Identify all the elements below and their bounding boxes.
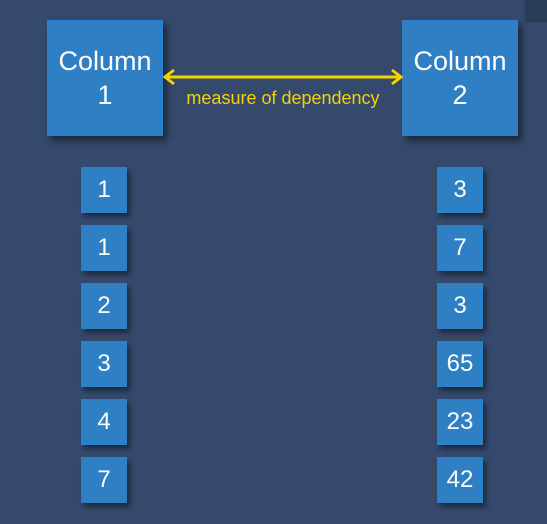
column-1-cell: 1	[81, 167, 127, 213]
column-1-cell: 1	[81, 225, 127, 271]
column-1-cell: 4	[81, 399, 127, 445]
column-2-cell: 23	[437, 399, 483, 445]
column-1-title-line-2: 1	[97, 80, 113, 110]
column-2-title-line-1: Column	[413, 46, 507, 76]
column-2-title-line-2: 2	[452, 80, 468, 110]
column-1-header: Column 1	[47, 20, 163, 136]
column-2-cell: 65	[437, 341, 483, 387]
column-2-cell: 7	[437, 225, 483, 271]
column-2-cell: 42	[437, 457, 483, 503]
double-headed-arrow-icon	[162, 68, 404, 86]
column-2-cell: 3	[437, 283, 483, 329]
column-1-cell: 3	[81, 341, 127, 387]
dependency-label: measure of dependency	[186, 88, 380, 108]
column-1-cell: 2	[81, 283, 127, 329]
column-1-title-line-1: Column	[58, 46, 152, 76]
column-2-cell: 3	[437, 167, 483, 213]
corner-shade	[525, 0, 547, 22]
column-1-cell: 7	[81, 457, 127, 503]
column-2-header: Column 2	[402, 20, 518, 136]
